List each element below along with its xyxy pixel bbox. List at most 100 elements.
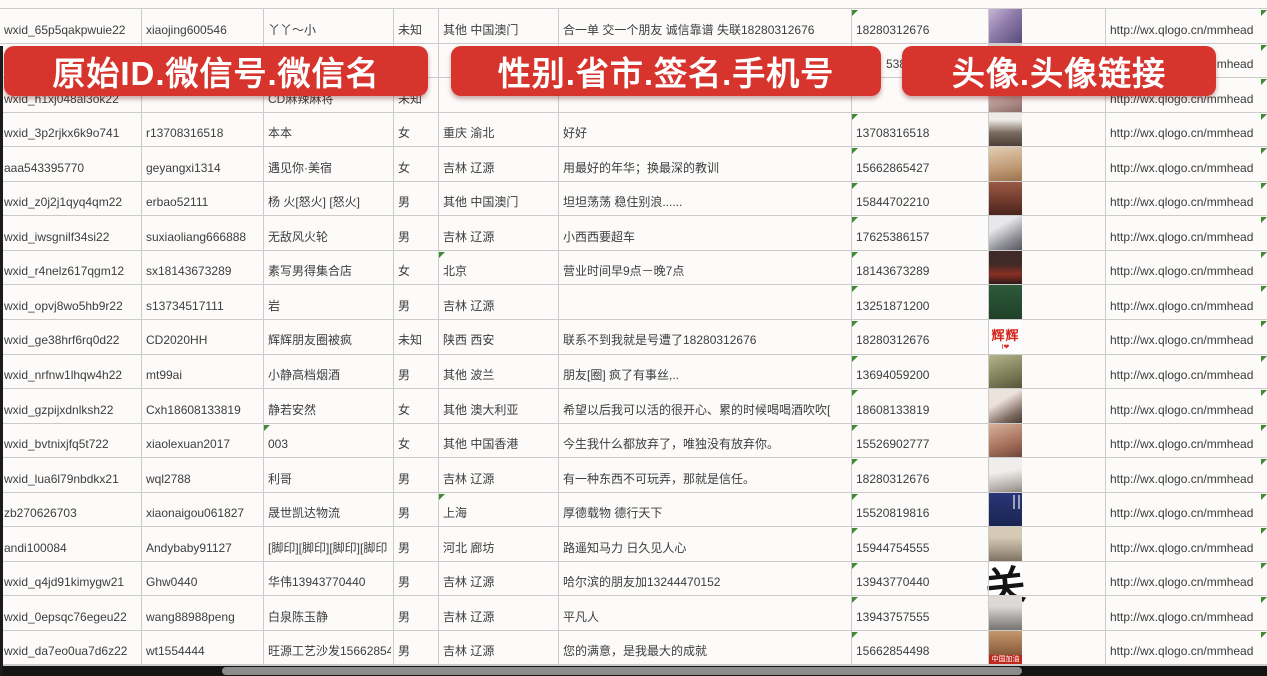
cell-avatar-link[interactable]: http://wx.qlogo.cn/mmhead [1110,471,1254,486]
cell-original-id[interactable]: aaa543395770 [4,160,85,175]
cell-signature[interactable]: 小西西要超车 [563,229,636,244]
cell-signature[interactable]: 希望以后我可以活的很开心、累的时候喝喝酒吹吹[ [563,402,831,417]
avatar-image[interactable] [989,527,1022,561]
cell-original-id[interactable]: wxid_da7eo0ua7d6z22 [4,644,128,659]
cell-wechat-name[interactable]: 素写男得集合店 [268,264,353,279]
cell-signature[interactable]: 坦坦荡荡 稳住别浪...... [563,195,683,210]
cell-signature[interactable]: 好好 [563,126,588,141]
cell-region[interactable]: 吉林 辽源 [443,609,495,624]
cell-wechat-id[interactable]: Cxh18608133819 [146,402,241,417]
cell-wechat-name[interactable]: [脚印][脚印][脚印][脚印 [268,540,388,555]
cell-original-id[interactable]: wxid_0epsqc76egeu22 [4,609,127,624]
cell-signature[interactable]: 营业时间早9点－晚7点 [563,264,685,279]
cell-region[interactable]: 吉林 辽源 [443,229,495,244]
cell-original-id[interactable]: wxid_nrfnw1lhqw4h22 [4,368,123,383]
cell-gender[interactable]: 男 [398,229,411,244]
cell-region[interactable]: 其他 波兰 [443,368,495,383]
avatar-image[interactable] [989,9,1022,43]
cell-wechat-id[interactable]: suxiaoliang666888 [146,229,247,244]
cell-original-id[interactable]: wxid_bvtnixjfq5t722 [4,437,109,452]
avatar-image[interactable] [989,389,1022,423]
cell-wechat-name[interactable]: 静若安然 [268,402,317,417]
cell-wechat-name[interactable]: 杨 火[怒火] [怒火] [268,195,361,210]
cell-avatar-link[interactable]: http://wx.qlogo.cn/mmhead [1110,402,1254,417]
cell-wechat-id[interactable]: wt1554444 [146,644,205,659]
cell-gender[interactable]: 女 [398,160,411,175]
cell-phone[interactable]: 13251871200 [856,298,930,313]
cell-phone[interactable]: 15662854498 [856,644,930,659]
cell-phone[interactable]: 13694059200 [856,368,930,383]
cell-signature[interactable]: 厚德载物 德行天下 [563,506,663,521]
cell-avatar-link[interactable]: http://wx.qlogo.cn/mmhead [1110,195,1254,210]
cell-signature[interactable]: 哈尔滨的朋友加13244470152 [563,575,721,590]
cell-phone[interactable]: 17625386157 [856,229,930,244]
cell-region[interactable]: 其他 中国澳门 [443,195,519,210]
cell-avatar-link[interactable]: http://wx.qlogo.cn/mmhead [1110,506,1254,521]
cell-wechat-id[interactable]: wql2788 [146,471,191,486]
avatar-image[interactable] [989,458,1022,492]
cell-wechat-name[interactable]: 无敌风火轮 [268,229,329,244]
cell-signature[interactable]: 平凡人 [563,609,600,624]
cell-gender[interactable]: 男 [398,506,411,521]
cell-region[interactable]: 北京 [443,264,468,279]
cell-signature[interactable]: 您的满意，是我最大的成就 [563,644,708,659]
cell-region[interactable]: 陕西 西安 [443,333,495,348]
cell-region[interactable]: 其他 中国澳门 [443,22,519,37]
cell-signature[interactable]: 有一种东西不可玩弄，那就是信任。 [563,471,756,486]
cell-signature[interactable]: 用最好的年华；换最深的教训 [563,160,720,175]
avatar-image[interactable] [989,250,1022,285]
cell-wechat-id[interactable]: r13708316518 [146,126,224,141]
avatar-image[interactable] [989,216,1022,250]
cell-region[interactable]: 重庆 渝北 [443,126,495,141]
cell-phone[interactable]: 13708316518 [856,126,930,141]
cell-wechat-name[interactable]: 华伟13943770440 [268,575,366,590]
cell-gender[interactable]: 男 [398,575,411,590]
cell-phone[interactable]: 13943757555 [856,609,930,624]
cell-wechat-name[interactable]: 小静高档烟酒 [268,368,341,383]
cell-wechat-id[interactable]: erbao52111 [146,195,209,210]
cell-signature[interactable]: 路遥知马力 日久见人心 [563,540,687,555]
avatar-image[interactable] [989,354,1022,389]
cell-signature[interactable] [563,298,849,314]
cell-gender[interactable]: 女 [398,437,411,452]
cell-original-id[interactable]: wxid_lua6l79nbdkx21 [4,471,119,486]
cell-wechat-id[interactable]: sx18143673289 [146,264,232,279]
cell-avatar-link[interactable]: http://wx.qlogo.cn/mmhead [1110,609,1254,624]
cell-phone[interactable]: 15662865427 [856,160,930,175]
avatar-image[interactable] [989,147,1022,181]
cell-gender[interactable]: 未知 [398,22,423,37]
cell-phone[interactable]: 18280312676 [856,333,930,348]
cell-wechat-id[interactable]: geyangxi1314 [146,160,221,175]
cell-original-id[interactable]: wxid_iwsgnilf34si22 [4,229,110,244]
cell-wechat-name[interactable]: 晟世凯达物流 [268,506,341,521]
cell-wechat-name[interactable]: 003 [268,437,289,452]
cell-wechat-name[interactable]: 遇见你·美宿 [268,160,332,175]
avatar-image[interactable] [989,285,1022,319]
cell-region[interactable]: 吉林 辽源 [443,298,495,313]
avatar-image[interactable] [989,596,1022,630]
cell-phone[interactable]: 15844702210 [856,195,930,210]
cell-original-id[interactable]: zb270626703 [4,506,77,521]
cell-signature[interactable]: 合一单 交一个朋友 诚信靠谱 失联18280312676 [563,22,815,37]
cell-region[interactable]: 河北 廊坊 [443,540,495,555]
cell-avatar-link[interactable]: http://wx.qlogo.cn/mmhead [1110,22,1254,37]
cell-avatar-link[interactable]: http://wx.qlogo.cn/mmhead [1110,437,1254,452]
cell-original-id[interactable]: wxid_opvj8wo5hb9r22 [4,298,123,313]
cell-original-id[interactable]: andi100084 [4,540,67,555]
cell-gender[interactable]: 女 [398,402,411,417]
cell-phone[interactable]: 18280312676 [856,22,930,37]
cell-avatar-link[interactable]: http://wx.qlogo.cn/mmhead [1110,264,1254,279]
cell-region[interactable]: 其他 中国香港 [443,437,519,452]
cell-original-id[interactable]: wxid_gzpijxdnlksh22 [4,402,114,417]
cell-wechat-name[interactable]: 旺源工艺沙发15662854 [268,644,391,659]
avatar-image[interactable] [989,112,1022,147]
cell-gender[interactable]: 男 [398,368,411,383]
cell-original-id[interactable]: wxid_ge38hrf6rq0d22 [4,333,120,348]
cell-phone[interactable]: 18608133819 [856,402,930,417]
cell-region[interactable]: 吉林 辽源 [443,575,495,590]
cell-original-id[interactable]: wxid_3p2rjkx6k9o741 [4,126,120,141]
cell-wechat-name[interactable]: 岩 [268,298,281,313]
avatar-image[interactable] [989,181,1022,216]
cell-region[interactable]: 上海 [443,506,468,521]
cell-wechat-id[interactable]: mt99ai [146,368,183,383]
